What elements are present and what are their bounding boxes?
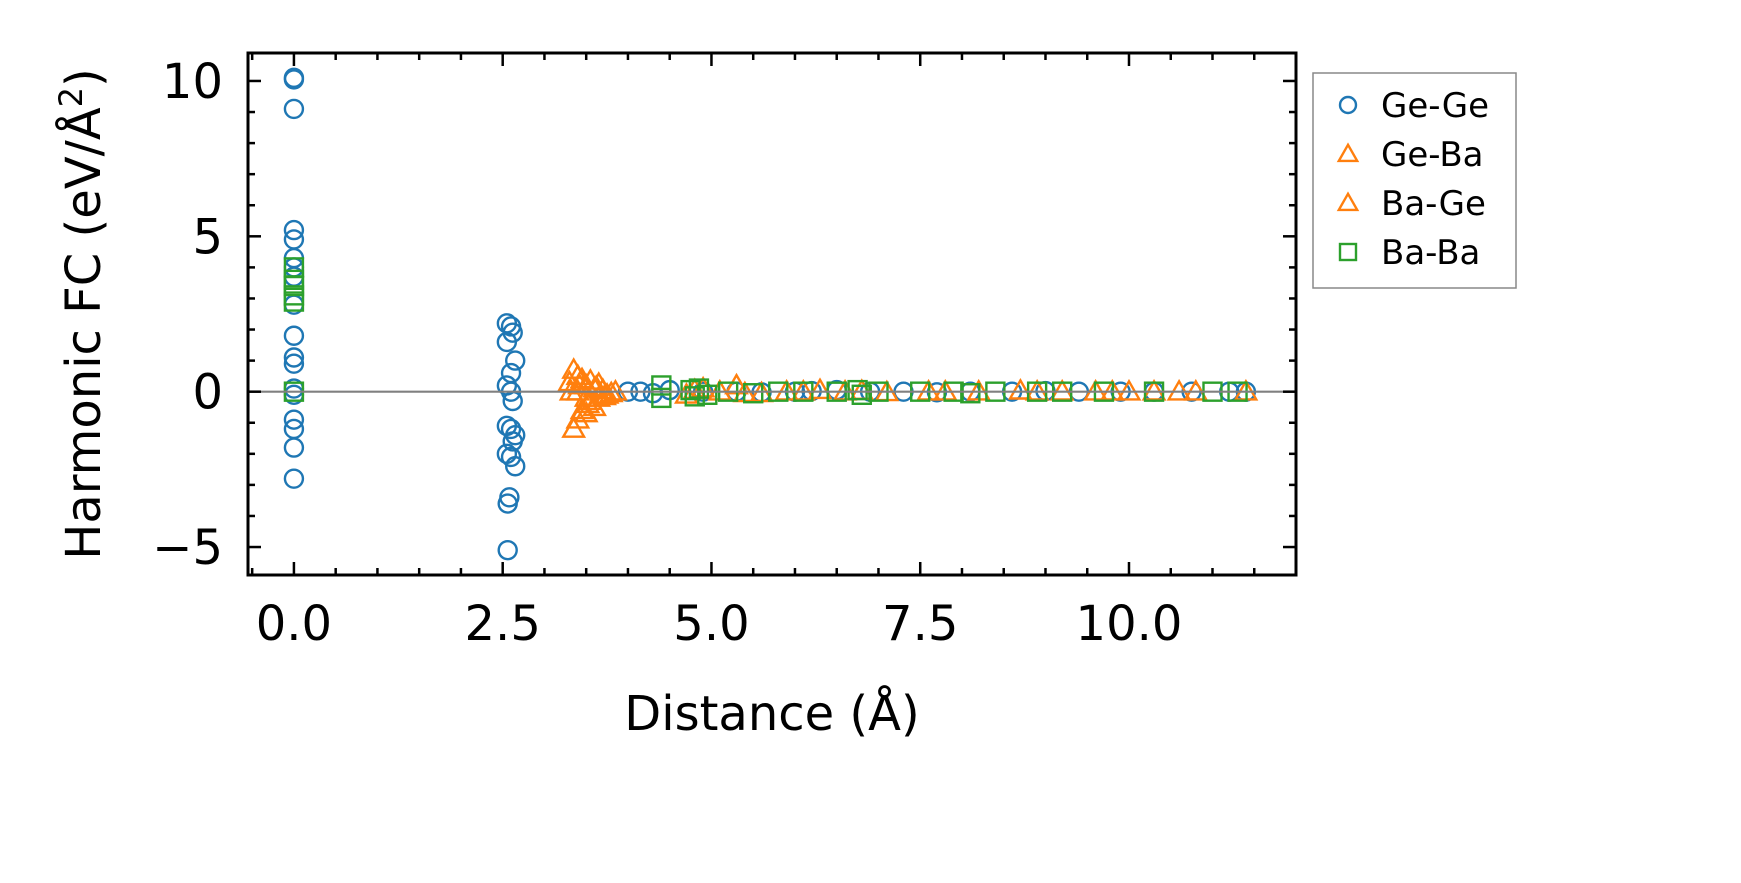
point-ba-ba	[283, 291, 305, 312]
point-ba-ge	[603, 378, 628, 401]
legend-entry: Ba-Ge	[1336, 184, 1486, 224]
legend-label: Ba-Ba	[1381, 233, 1480, 273]
y-axis-label-main: Harmonic FC (eV/Å	[55, 107, 112, 560]
point-ba-ge	[575, 391, 601, 414]
point-ge-ge	[283, 468, 305, 489]
legend-marker	[1336, 191, 1360, 212]
point-ge-ge	[283, 437, 305, 458]
data-points	[283, 67, 1259, 561]
point-ge-ge	[497, 493, 518, 514]
legend-entry: Ge-Ba	[1336, 135, 1483, 175]
point-ge-ge	[283, 69, 305, 90]
point-ge-ba	[565, 363, 591, 386]
point-ge-ba	[1008, 377, 1033, 400]
point-ge-ba	[790, 378, 816, 401]
point-ge-ge	[497, 539, 518, 561]
point-ge-ge	[283, 325, 305, 346]
point-ge-ge	[283, 98, 305, 120]
y-tick-label: 10	[162, 54, 223, 110]
legend-marker	[1338, 95, 1358, 115]
legend-marker	[1336, 142, 1360, 163]
y-axis-label-close: )	[56, 68, 112, 87]
legend-box	[1312, 72, 1517, 289]
point-ba-ba	[697, 384, 718, 405]
series-ge-ge	[283, 67, 1257, 561]
point-ge-ba	[807, 377, 833, 400]
point-ba-ba	[851, 384, 872, 405]
point-ge-ba	[1049, 378, 1075, 401]
point-ba-ba	[651, 375, 672, 396]
x-tick-label: 7.5	[882, 596, 958, 652]
x-tick-label: 2.5	[465, 596, 541, 652]
point-ba-ba	[847, 379, 868, 401]
point-ba-ge	[558, 378, 584, 401]
legend-items: Ge-Ge Ge-Ba Ba-Ge Ba-Ba	[1336, 86, 1489, 273]
y-axis-label-superscript: 2	[52, 87, 90, 107]
point-ge-ge	[283, 347, 305, 368]
point-ge-ge	[500, 362, 522, 384]
point-ba-ge	[567, 372, 592, 395]
tick-labels: 0.0 2.5 5.0 7.5 10.0 10 5 0 −5	[152, 54, 1182, 652]
point-ge-ge	[505, 350, 526, 371]
point-ba-ge	[1183, 378, 1209, 401]
point-ge-ba	[1116, 378, 1142, 401]
point-ge-ba	[594, 382, 620, 404]
legend-marker	[1338, 242, 1358, 262]
point-ba-ba	[651, 387, 672, 409]
legend-label: Ba-Ge	[1381, 184, 1486, 224]
point-ba-ge	[1024, 378, 1050, 401]
x-tick-label: 5.0	[673, 596, 749, 652]
plot-frame	[246, 51, 1298, 577]
point-ge-ge	[283, 353, 305, 374]
point-ge-ge	[500, 446, 522, 468]
point-ge-ge	[496, 331, 518, 353]
legend-label: Ge-Ba	[1381, 135, 1483, 175]
x-axis-label: Distance (Å)	[624, 685, 919, 742]
y-tick-label: −5	[152, 520, 223, 576]
point-ba-ba	[743, 383, 764, 404]
point-ba-ge	[592, 383, 617, 406]
point-ba-ge	[583, 374, 609, 396]
y-tick-label: 0	[192, 365, 223, 421]
point-ba-ge	[1141, 378, 1167, 401]
x-tick-label: 0.0	[256, 596, 332, 652]
legend: Ge-Ge Ge-Ba Ba-Ge Ba-Ba	[1312, 72, 1517, 289]
y-axis-label: Harmonic FC (eV/Å2)	[52, 68, 112, 560]
point-ge-ge	[505, 456, 526, 477]
point-ba-ba	[960, 383, 981, 404]
legend-entry: Ba-Ba	[1338, 233, 1480, 273]
point-ge-ba	[1166, 378, 1192, 401]
legend-label: Ge-Ge	[1381, 86, 1489, 126]
y-tick-label: 5	[192, 209, 223, 265]
x-tick-label: 10.0	[1076, 596, 1183, 652]
point-ge-ge	[283, 409, 305, 430]
point-ge-ge	[283, 219, 305, 241]
legend-entry: Ge-Ge	[1338, 86, 1489, 126]
axis-ticks	[248, 53, 1298, 575]
point-ba-ba	[684, 386, 705, 407]
point-ge-ge	[502, 431, 523, 452]
